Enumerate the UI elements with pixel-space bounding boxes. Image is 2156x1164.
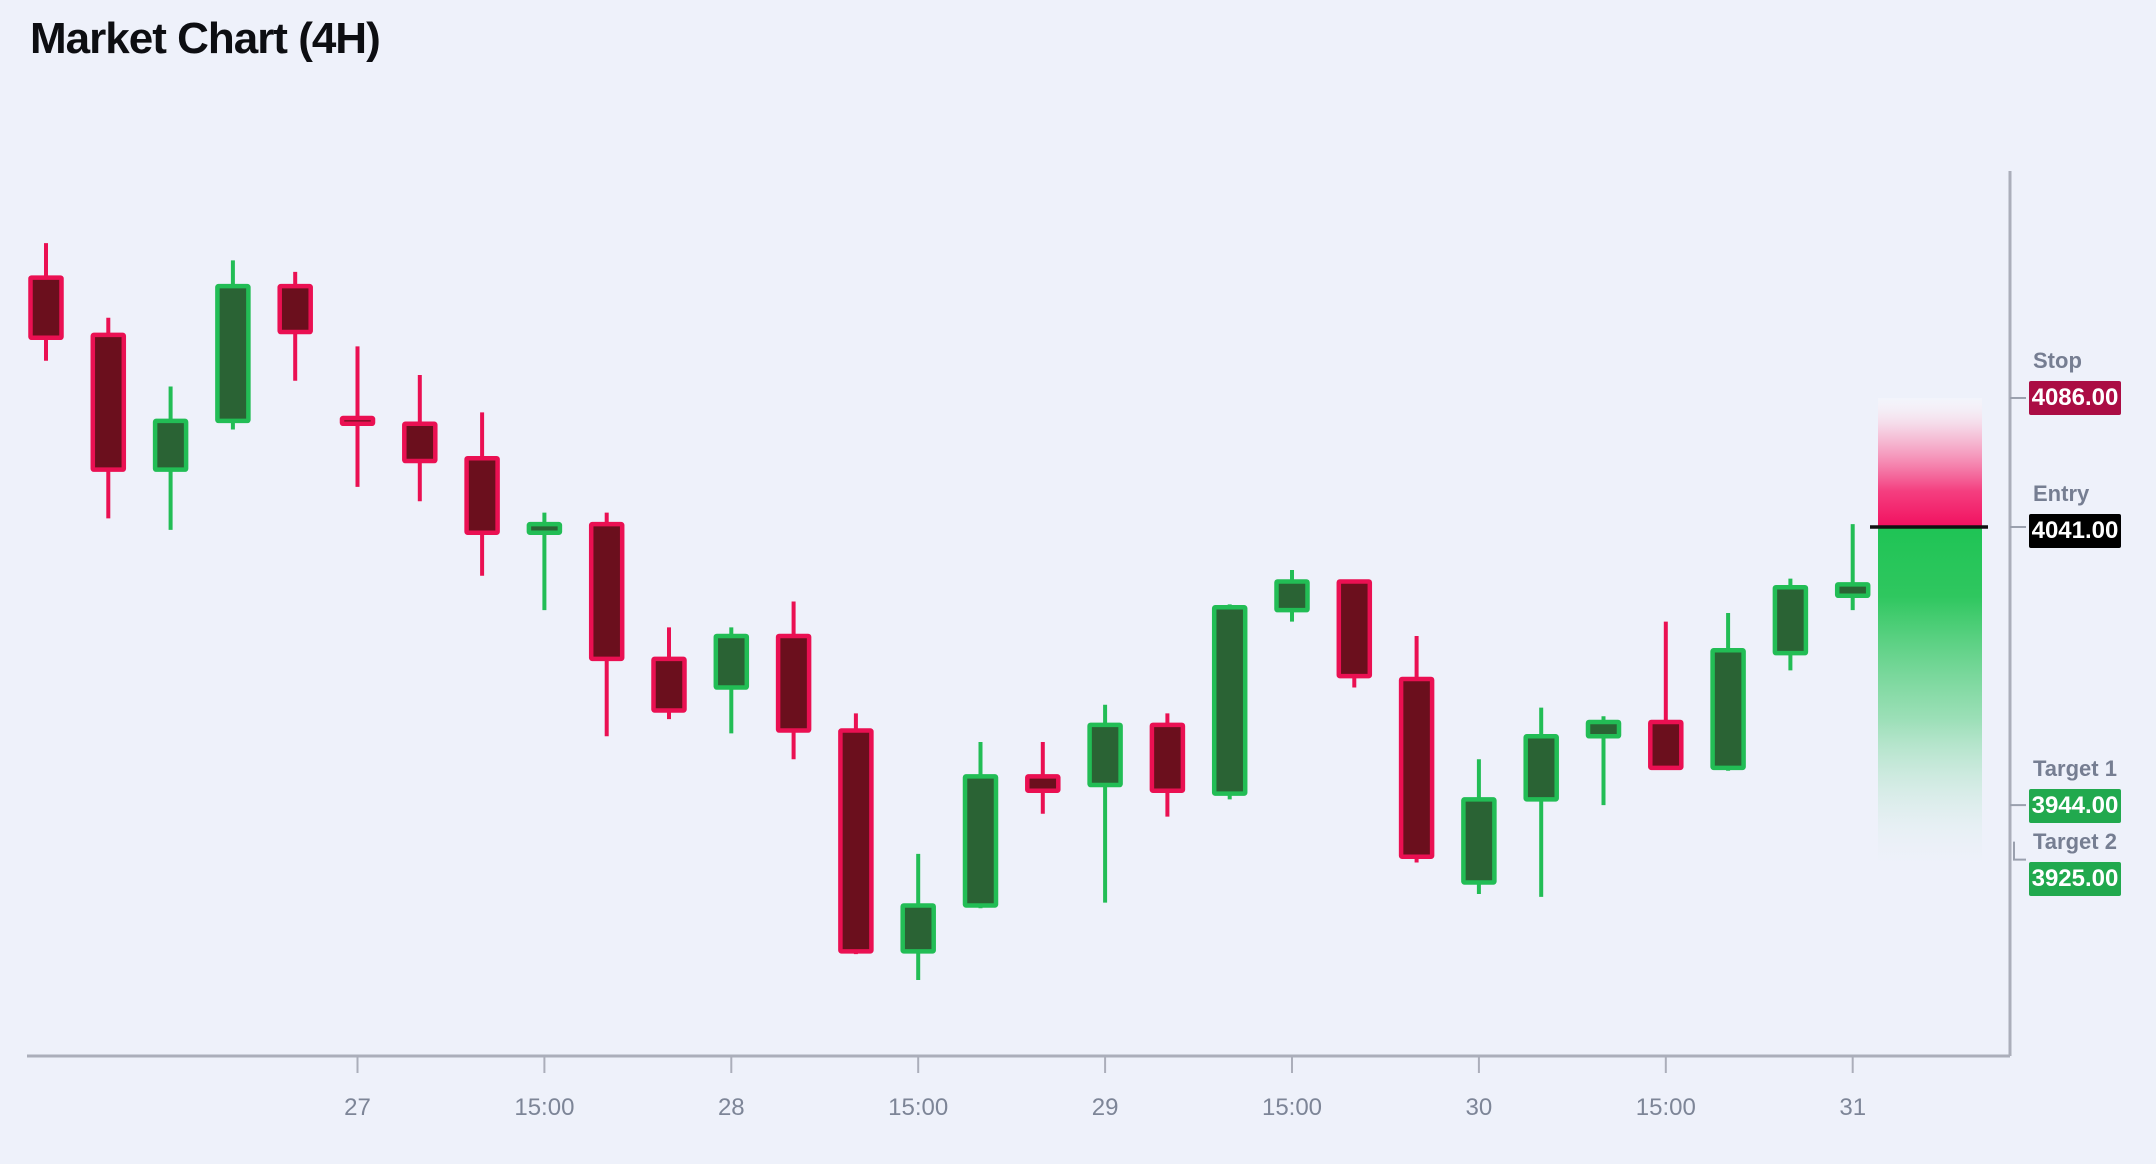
level-entry: Entry 4041.00 bbox=[2029, 481, 2149, 548]
target2-label: Target 2 bbox=[2033, 829, 2117, 854]
level-target2: Target 2 3925.00 bbox=[2029, 829, 2149, 896]
candle-body bbox=[900, 903, 936, 954]
candle bbox=[588, 512, 625, 737]
risk-zone bbox=[1878, 397, 1982, 527]
target2-connector bbox=[2013, 841, 2026, 861]
candle-body bbox=[1336, 579, 1373, 679]
target1-label: Target 1 bbox=[2033, 756, 2117, 781]
candle-body bbox=[90, 332, 127, 472]
candle-body bbox=[152, 418, 189, 472]
candle bbox=[1149, 713, 1186, 817]
level-stop: Stop 4086.00 bbox=[2029, 348, 2149, 415]
x-tick-label: 15:00 bbox=[1636, 1094, 1696, 1121]
candle bbox=[215, 260, 251, 430]
candle bbox=[1211, 604, 1248, 800]
candle-body bbox=[1585, 719, 1622, 739]
candle-body bbox=[215, 283, 251, 424]
candle-body bbox=[1648, 719, 1684, 771]
candle-body bbox=[1523, 734, 1559, 802]
x-axis-ticks: 27 15:00 28 15:00 29 15:00 30 15:00 31 bbox=[344, 1056, 1866, 1121]
candle bbox=[28, 243, 64, 361]
x-tick-label: 29 bbox=[1092, 1094, 1119, 1121]
candle bbox=[1461, 759, 1497, 894]
candle bbox=[1336, 579, 1373, 688]
target2-price-badge[interactable]: 3925.00 bbox=[2029, 862, 2121, 896]
page-title: Market Chart (4H) bbox=[30, 14, 381, 63]
candle bbox=[1772, 578, 1809, 671]
x-tick-label: 28 bbox=[718, 1094, 745, 1121]
candle-body bbox=[28, 275, 64, 341]
candle-body bbox=[962, 774, 999, 908]
x-tick-label: 31 bbox=[1839, 1094, 1866, 1121]
candle bbox=[1648, 621, 1684, 771]
stop-label: Stop bbox=[2033, 348, 2082, 373]
candle-body bbox=[1274, 579, 1310, 613]
candle-body bbox=[588, 521, 625, 662]
stop-price-badge[interactable]: 4086.00 bbox=[2029, 381, 2121, 415]
candle-body bbox=[1211, 605, 1248, 796]
candle-body bbox=[1834, 582, 1871, 599]
candle-body bbox=[1461, 797, 1497, 885]
candle bbox=[775, 601, 812, 760]
x-tick-label: 27 bbox=[344, 1094, 371, 1121]
candle bbox=[1087, 704, 1123, 903]
candle bbox=[838, 713, 874, 955]
candle bbox=[1585, 716, 1622, 806]
candle-body bbox=[1398, 676, 1435, 859]
x-tick-label: 15:00 bbox=[888, 1094, 948, 1121]
candle-body bbox=[775, 633, 812, 733]
candle bbox=[900, 853, 936, 980]
candle-body bbox=[339, 415, 376, 427]
candle bbox=[152, 386, 189, 530]
candle-body bbox=[402, 421, 438, 464]
candle bbox=[713, 627, 750, 734]
reward-zone bbox=[1878, 527, 1982, 875]
candle-body bbox=[1772, 584, 1809, 656]
candle bbox=[277, 271, 313, 381]
candle bbox=[339, 346, 376, 487]
candle-body bbox=[651, 656, 687, 713]
entry-price-badge[interactable]: 4041.00 bbox=[2029, 514, 2121, 548]
candle-body bbox=[713, 633, 750, 690]
candle bbox=[1523, 707, 1559, 897]
x-tick-label: 15:00 bbox=[514, 1094, 574, 1121]
candle bbox=[464, 412, 500, 576]
candle-body bbox=[838, 728, 874, 954]
candle bbox=[1710, 613, 1746, 771]
candle-body bbox=[1149, 722, 1186, 794]
entry-label: Entry bbox=[2033, 481, 2090, 506]
candle-body bbox=[464, 455, 500, 535]
candle bbox=[526, 512, 563, 611]
candle-body bbox=[1087, 722, 1123, 788]
candle bbox=[651, 627, 687, 720]
candle bbox=[962, 742, 999, 909]
x-tick-label: 15:00 bbox=[1262, 1094, 1322, 1121]
x-tick-label: 30 bbox=[1466, 1094, 1493, 1121]
candle-body bbox=[1710, 648, 1746, 771]
candle bbox=[1025, 742, 1061, 814]
candle-body bbox=[277, 283, 313, 335]
candle-body bbox=[1025, 774, 1061, 794]
candle bbox=[1274, 570, 1310, 622]
candle bbox=[1834, 524, 1871, 611]
candle bbox=[402, 375, 438, 502]
candles-layer bbox=[28, 243, 1871, 980]
candle bbox=[90, 317, 127, 519]
target1-price-badge[interactable]: 3944.00 bbox=[2029, 789, 2121, 823]
level-target1: Target 1 3944.00 bbox=[2029, 756, 2149, 823]
candle-body bbox=[526, 521, 563, 535]
candle bbox=[1398, 635, 1435, 863]
